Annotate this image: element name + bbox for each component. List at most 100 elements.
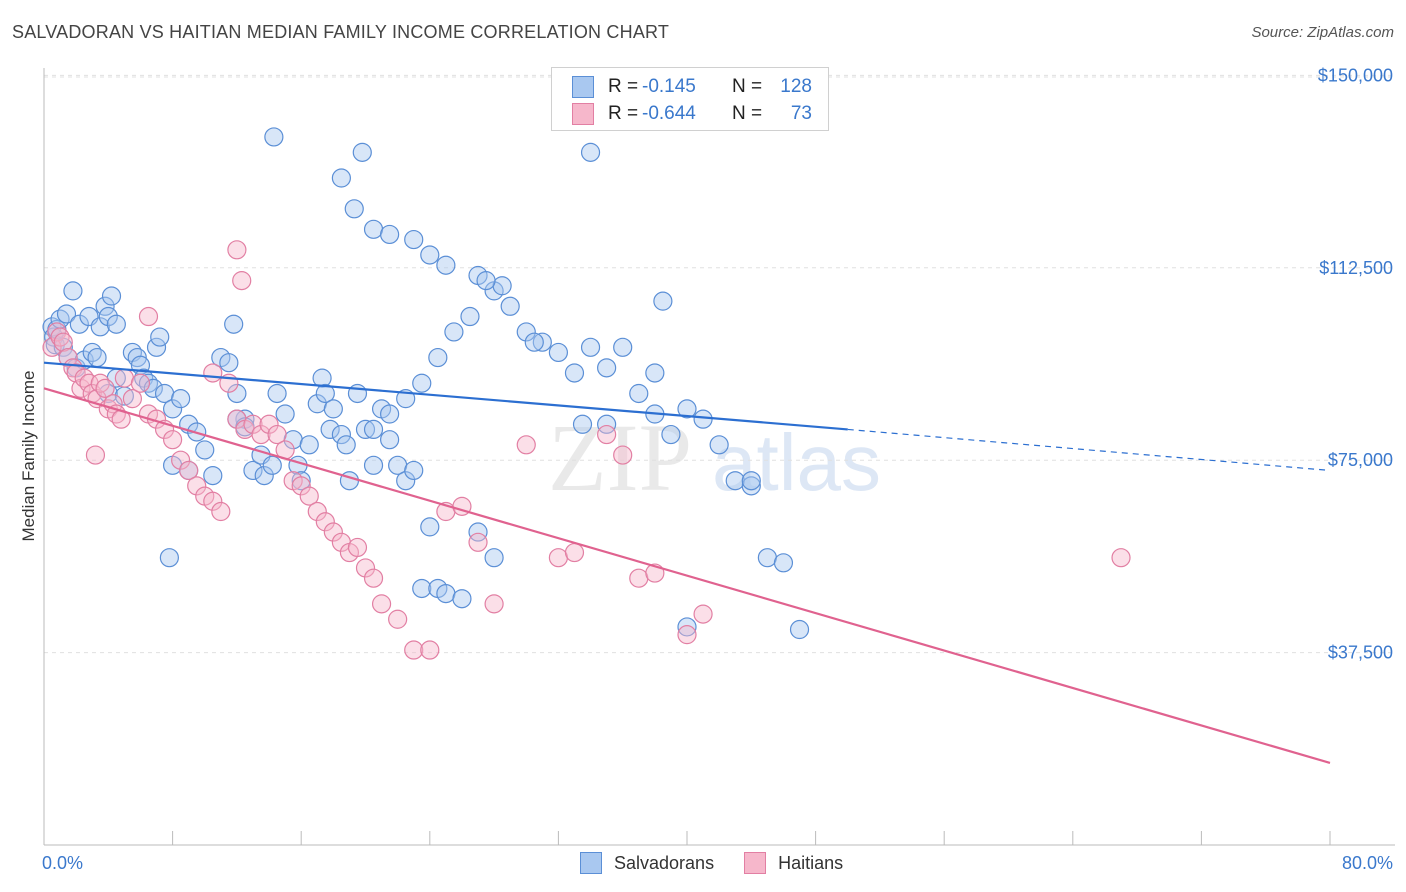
n-value: 73: [790, 103, 812, 124]
series-legend: Salvadorans Haitians: [580, 852, 873, 874]
data-point: [336, 435, 356, 455]
legend-item-salvadorans[interactable]: Salvadorans: [580, 852, 714, 874]
y-tick-labels: $37,500 $75,000 $112,500 $150,000: [1318, 65, 1393, 662]
y-axis-label: Median Family Income: [19, 370, 38, 541]
data-point: [95, 378, 115, 398]
data-point: [90, 317, 110, 337]
data-point: [468, 522, 488, 542]
data-point: [58, 347, 78, 368]
haitians-trend-line: [43, 387, 1331, 764]
data-point: [232, 271, 252, 291]
data-point: [312, 368, 332, 388]
data-point: [613, 337, 633, 357]
data-point: [227, 240, 247, 260]
data-point: [85, 445, 106, 465]
data-point: [347, 537, 368, 558]
data-point: [524, 332, 544, 352]
n-label: N =: [732, 76, 763, 97]
data-point: [597, 358, 617, 378]
data-point: [404, 460, 424, 481]
data-point: [122, 389, 143, 409]
data-point: [412, 373, 432, 393]
legend-row-haitians: R = -0.644 N = 73: [572, 101, 812, 127]
data-point: [150, 327, 170, 347]
data-point: [693, 604, 713, 624]
data-point: [143, 378, 163, 398]
data-point: [171, 450, 191, 470]
data-point: [264, 127, 284, 147]
data-point: [259, 414, 279, 434]
data-point: [388, 609, 408, 629]
data-point: [146, 337, 167, 357]
data-point: [323, 399, 343, 419]
n-label: N =: [732, 103, 763, 124]
salvadorans-trend-line: [43, 361, 848, 431]
legend-label-haitians: Haitians: [778, 852, 844, 873]
watermark-zip: ZIP: [548, 404, 692, 511]
data-point: [404, 640, 424, 660]
data-point: [163, 430, 183, 450]
correlation-legend: R = -0.145 N = 128 R = -0.644 N = 73: [551, 67, 829, 131]
data-point: [291, 476, 311, 496]
data-point: [629, 383, 649, 404]
data-point: [323, 522, 343, 542]
data-point: [693, 409, 713, 429]
data-point: [159, 548, 179, 568]
data-point: [420, 640, 440, 660]
data-point: [267, 383, 287, 404]
data-point: [50, 327, 70, 347]
data-point: [195, 440, 215, 460]
data-point: [114, 368, 134, 388]
data-point: [219, 353, 239, 373]
data-point: [741, 476, 761, 496]
gridlines: [44, 74, 1395, 654]
data-point: [468, 532, 488, 552]
data-point: [130, 373, 151, 393]
data-point: [254, 465, 274, 486]
data-point: [460, 306, 480, 327]
data-point: [363, 455, 384, 475]
data-point: [380, 224, 400, 245]
data-point: [757, 548, 777, 568]
data-point: [307, 501, 327, 522]
data-point: [709, 435, 729, 455]
haitians-points: [42, 240, 1131, 660]
salvadorans-trend-extension: [847, 428, 1331, 472]
legend-item-haitians[interactable]: Haitians: [744, 852, 843, 874]
data-point: [613, 445, 633, 465]
data-point: [564, 542, 585, 563]
data-point: [331, 424, 351, 445]
data-point: [629, 568, 649, 588]
legend-label-salvadorans: Salvadorans: [614, 852, 715, 873]
haitians-swatch: [744, 852, 767, 874]
watermark: ZIP atlas: [548, 404, 881, 511]
data-point: [420, 517, 440, 537]
data-point: [492, 276, 512, 296]
trend-lines: [43, 361, 1331, 764]
data-point: [355, 419, 376, 440]
data-point: [63, 281, 83, 301]
data-point: [299, 486, 319, 506]
data-point: [243, 460, 263, 481]
data-point: [171, 389, 191, 409]
data-point: [315, 512, 335, 532]
data-point: [203, 465, 223, 486]
data-point: [476, 271, 496, 291]
data-point: [436, 583, 456, 604]
data-point: [363, 419, 384, 440]
n-value: 128: [780, 76, 812, 97]
data-point: [53, 332, 73, 352]
data-point: [315, 383, 335, 404]
data-point: [363, 568, 384, 588]
data-point: [163, 399, 183, 419]
data-point: [677, 625, 697, 645]
data-point: [371, 594, 392, 614]
data-point: [789, 619, 810, 640]
data-point: [428, 347, 448, 368]
data-point: [677, 617, 697, 637]
x-tick-labels: 0.0% 80.0%: [42, 853, 1393, 873]
data-point: [548, 342, 569, 363]
data-point: [331, 168, 351, 188]
legend-row-salvadorans: R = -0.145 N = 128: [572, 74, 812, 100]
chart-title: SALVADORAN VS HAITIAN MEDIAN FAMILY INCO…: [12, 22, 670, 42]
